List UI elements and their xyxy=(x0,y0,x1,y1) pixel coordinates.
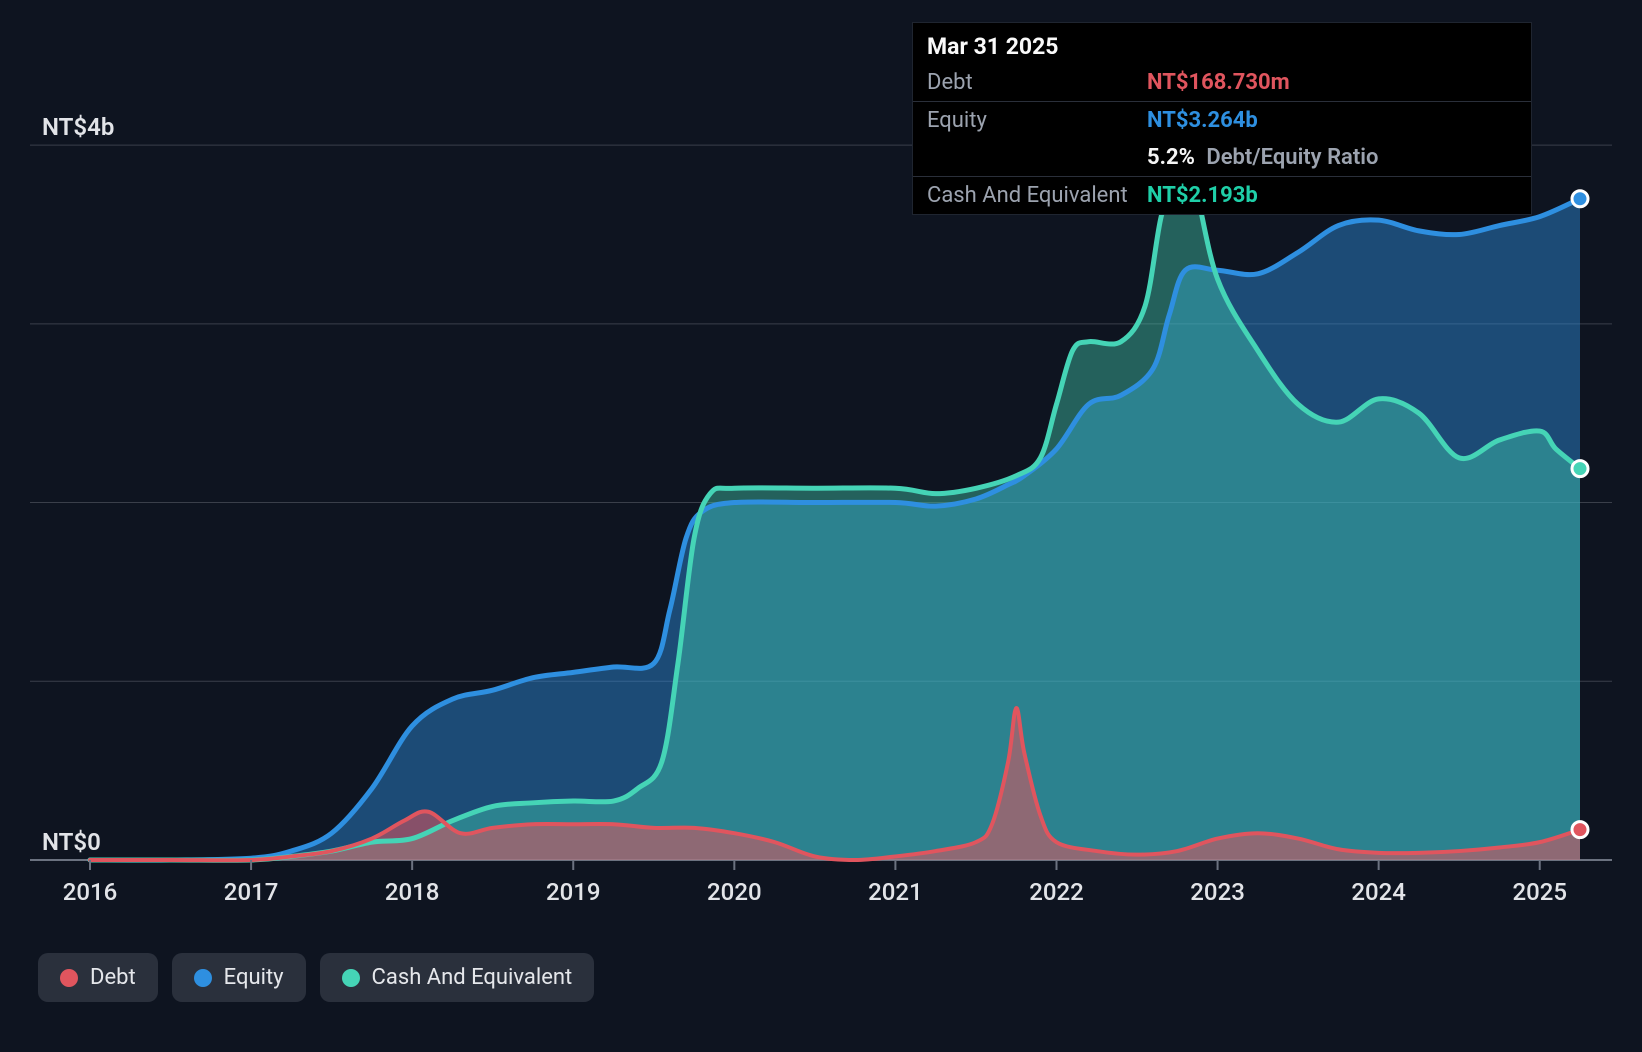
x-tick-label: 2019 xyxy=(546,878,601,906)
legend-label: Debt xyxy=(90,965,136,990)
tooltip-date: Mar 31 2025 xyxy=(913,27,1531,64)
tooltip-value: NT$3.264b xyxy=(1147,108,1258,133)
chart-tooltip: Mar 31 2025 DebtNT$168.730mEquityNT$3.26… xyxy=(912,22,1532,215)
legend-item-cash[interactable]: Cash And Equivalent xyxy=(320,953,595,1002)
x-tick-label: 2025 xyxy=(1512,878,1567,906)
tooltip-ratio-spacer xyxy=(927,145,1147,170)
x-axis-labels: 2016 2017 2018 2019 2020 2021 2022 2023 2024 2025 xyxy=(63,860,1567,906)
legend-dot-icon xyxy=(342,969,360,987)
tooltip-cash-value: NT$2.193b xyxy=(1147,183,1258,208)
chart-legend: Debt Equity Cash And Equivalent xyxy=(38,953,594,1002)
legend-label: Equity xyxy=(224,965,284,990)
x-tick-label: 2021 xyxy=(868,878,923,906)
legend-label: Cash And Equivalent xyxy=(372,965,573,990)
tooltip-cash-key: Cash And Equivalent xyxy=(927,183,1147,208)
end-marker-debt xyxy=(1572,822,1588,838)
y-axis-labels: NT$0 NT$4b xyxy=(42,113,114,856)
legend-item-equity[interactable]: Equity xyxy=(172,953,306,1002)
tooltip-row-debt: DebtNT$168.730m xyxy=(913,64,1531,102)
y-tick-label: NT$0 xyxy=(42,828,101,856)
end-marker-cash xyxy=(1572,461,1588,477)
tooltip-key: Debt xyxy=(927,70,1147,95)
legend-item-debt[interactable]: Debt xyxy=(38,953,158,1002)
tooltip-ratio-row: 5.2% Debt/Equity Ratio xyxy=(913,139,1531,177)
tooltip-cash-row: Cash And Equivalent NT$2.193b xyxy=(913,177,1531,214)
legend-dot-icon xyxy=(60,969,78,987)
x-tick-label: 2022 xyxy=(1029,878,1084,906)
chart-areas xyxy=(90,167,1580,860)
x-tick-label: 2016 xyxy=(63,878,118,906)
legend-dot-icon xyxy=(194,969,212,987)
x-tick-label: 2023 xyxy=(1190,878,1245,906)
tooltip-row-equity: EquityNT$3.264b xyxy=(913,102,1531,139)
tooltip-value: NT$168.730m xyxy=(1147,70,1290,95)
tooltip-ratio-value: 5.2% Debt/Equity Ratio xyxy=(1147,145,1378,170)
x-tick-label: 2017 xyxy=(224,878,279,906)
x-tick-label: 2020 xyxy=(707,878,762,906)
tooltip-key: Equity xyxy=(927,108,1147,133)
end-marker-equity xyxy=(1572,191,1588,207)
y-tick-label: NT$4b xyxy=(42,113,114,141)
x-tick-label: 2018 xyxy=(385,878,440,906)
x-tick-label: 2024 xyxy=(1351,878,1406,906)
